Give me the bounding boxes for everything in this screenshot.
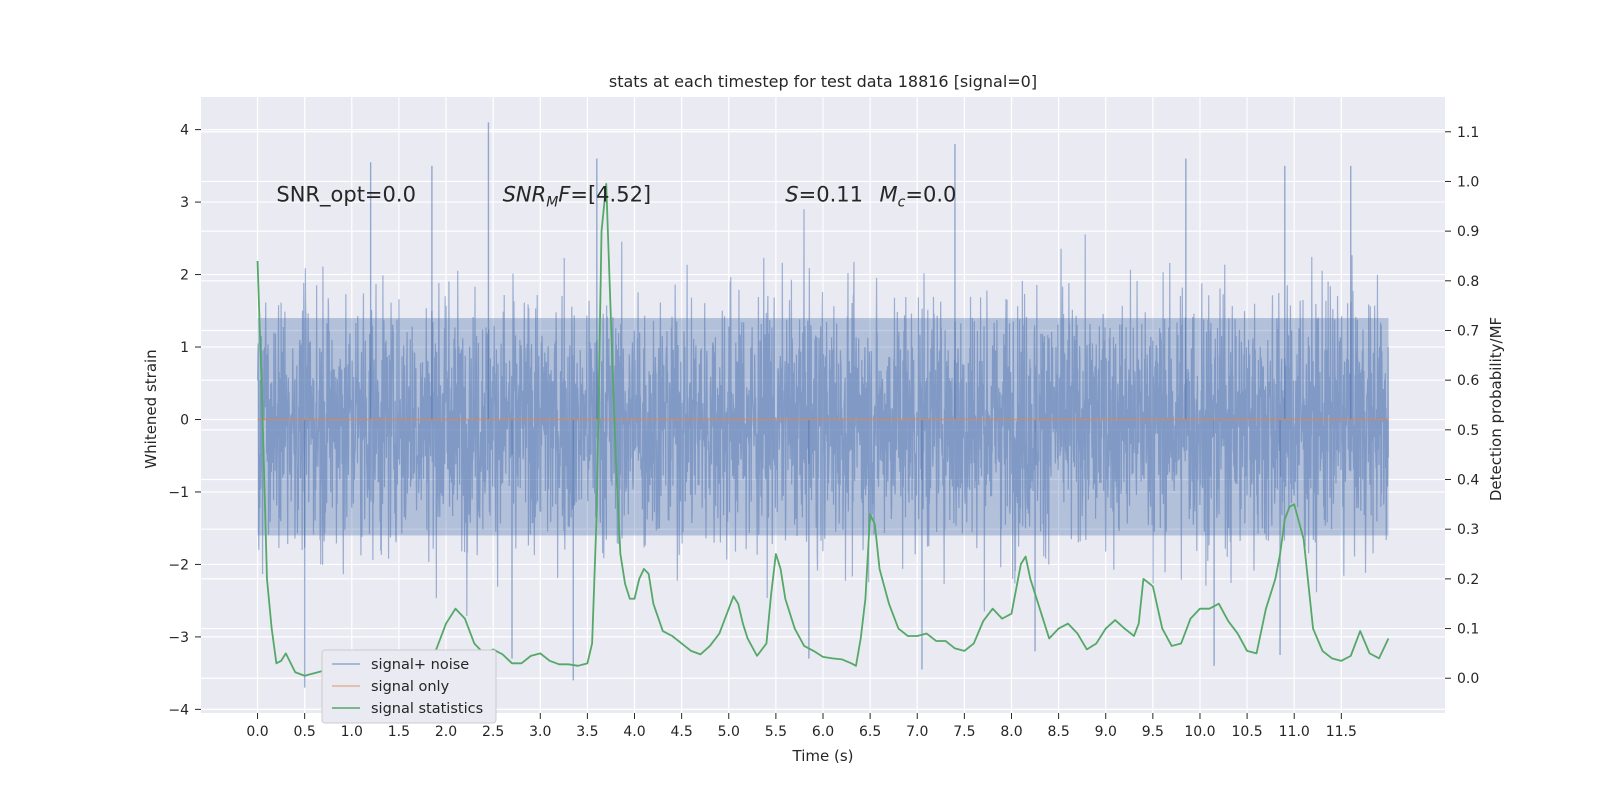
x-tick-label-4: 2.0 <box>435 724 457 740</box>
legend-frame <box>321 649 497 724</box>
x-tick-label-19: 9.5 <box>1142 724 1164 740</box>
y-axis-right: 0.0 0.1 0.2 0.3 0.4 0.5 0.6 0.7 0.8 0.9 1.0 1.1 <box>1445 125 1479 687</box>
y-axis-left: −4 −3 −2 −1 0 1 2 3 4 <box>168 123 201 718</box>
annotation-s-stat: S=0.11 <box>785 183 863 207</box>
y2-tick-label-10: 1.0 <box>1457 174 1479 190</box>
y2-tick-label-9: 0.9 <box>1457 224 1479 240</box>
x-tick-label-21: 10.5 <box>1232 724 1263 740</box>
signal-noise-core-band <box>257 318 1389 536</box>
annotation-snr-mf: SNRMF=[4.52] <box>503 183 652 211</box>
x-tick-label-18: 9.0 <box>1095 724 1117 740</box>
y-tick-label-7: 3 <box>180 195 189 211</box>
x-axis: 0.0 0.5 1.0 1.5 2.0 2.5 3.0 3.5 4.0 4.5 5.0 5.5 6.0 6… <box>246 713 1357 740</box>
y-tick-label-2: −2 <box>168 557 189 573</box>
y2-tick-label-5: 0.5 <box>1457 423 1479 439</box>
y-tick-label-8: 4 <box>180 123 189 139</box>
x-axis-label: Time (s) <box>792 747 854 765</box>
x-tick-label-8: 4.0 <box>623 724 645 740</box>
y-tick-label-1: −3 <box>168 630 189 646</box>
x-tick-label-3: 1.5 <box>388 724 410 740</box>
x-tick-label-5: 2.5 <box>482 724 504 740</box>
y2-tick-label-1: 0.1 <box>1457 622 1479 638</box>
x-tick-label-2: 1.0 <box>341 724 363 740</box>
y-tick-label-3: −1 <box>168 485 189 501</box>
chart-title: stats at each timestep for test data 188… <box>609 72 1037 91</box>
y-tick-label-5: 1 <box>180 340 189 356</box>
signal-noise-line <box>256 209 1390 616</box>
y-tick-label-6: 2 <box>180 268 189 284</box>
y2-tick-label-3: 0.3 <box>1457 522 1479 538</box>
legend-entry-signal-statistics: signal statistics <box>371 701 483 717</box>
legend-entry-signal-only: signal only <box>371 679 450 695</box>
x-tick-label-15: 7.5 <box>953 724 975 740</box>
y2-tick-label-0: 0.0 <box>1457 671 1479 687</box>
y2-tick-label-7: 0.7 <box>1457 323 1479 339</box>
x-tick-label-14: 7.0 <box>906 724 928 740</box>
legend: signal+ noise signal only signal statist… <box>321 649 497 724</box>
y-tick-label-4: 0 <box>180 412 189 428</box>
x-tick-label-1: 0.5 <box>294 724 316 740</box>
y2-tick-label-8: 0.8 <box>1457 274 1479 290</box>
x-tick-label-16: 8.0 <box>1000 724 1022 740</box>
signal-statistics-line <box>256 183 1390 677</box>
series-signal-statistics <box>256 183 1390 677</box>
annotation-snr-opt: SNR_opt=0.0 <box>276 183 416 208</box>
x-tick-label-11: 5.5 <box>765 724 787 740</box>
x-tick-label-13: 6.5 <box>859 724 881 740</box>
x-tick-label-10: 5.0 <box>718 724 740 740</box>
y2-tick-label-4: 0.4 <box>1457 473 1479 489</box>
x-tick-label-22: 11.0 <box>1279 724 1310 740</box>
annotations: SNR_opt=0.0 SNRMF=[4.52] S=0.11 Mc=0.0 <box>276 183 956 211</box>
y2-axis-label: Detection probability/MF <box>1487 317 1505 501</box>
x-tick-label-6: 3.0 <box>529 724 551 740</box>
y2-tick-label-11: 1.1 <box>1457 125 1479 141</box>
annotation-mc-stat: Mc=0.0 <box>880 183 957 211</box>
y2-tick-label-2: 0.2 <box>1457 572 1479 588</box>
x-tick-label-7: 3.5 <box>576 724 598 740</box>
x-tick-label-12: 6.0 <box>812 724 834 740</box>
series-signal-noise <box>256 122 1390 688</box>
x-tick-label-9: 4.5 <box>671 724 693 740</box>
y-axis-label: Whitened strain <box>142 349 160 468</box>
x-tick-label-0: 0.0 <box>246 724 268 740</box>
y2-tick-label-6: 0.6 <box>1457 373 1479 389</box>
x-tick-label-23: 11.5 <box>1326 724 1357 740</box>
y-tick-label-0: −4 <box>168 702 189 718</box>
x-tick-label-20: 10.0 <box>1184 724 1215 740</box>
legend-entry-signal-noise: signal+ noise <box>371 657 469 673</box>
x-tick-label-17: 8.5 <box>1047 724 1069 740</box>
